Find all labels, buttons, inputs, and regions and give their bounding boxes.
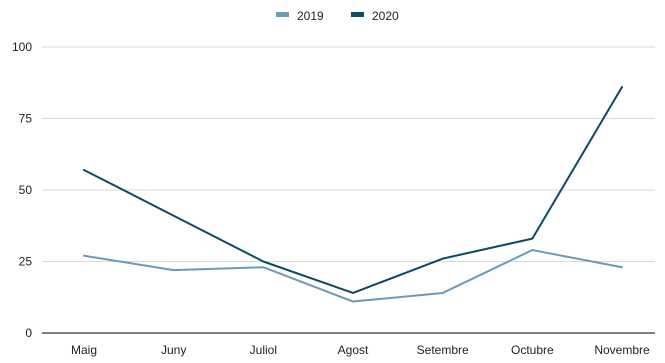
y-axis-ticks: 0 25 50 75 100: [12, 40, 32, 340]
legend-swatch-2020: [351, 12, 364, 17]
series-lines: [83, 86, 623, 303]
legend-label: 2020: [372, 9, 399, 23]
x-tick-label: Octubre: [511, 343, 554, 357]
y-tick-label: 100: [12, 40, 32, 54]
legend-label: 2019: [297, 9, 324, 23]
x-tick-label: Maig: [71, 343, 97, 357]
legend: 2019 2020: [276, 9, 399, 23]
x-tick-label: Agost: [338, 343, 369, 357]
y-tick-label: 0: [25, 326, 32, 340]
x-tick-label: Novembre: [594, 343, 650, 357]
x-tick-label: Juny: [161, 343, 186, 357]
x-tick-label: Juliol: [250, 343, 277, 357]
gridlines: [42, 46, 655, 262]
x-tick-label: Setembre: [417, 343, 469, 357]
y-tick-label: 25: [19, 255, 33, 269]
x-axis-ticks: Maig Juny Juliol Agost Setembre Octubre Novemb…: [71, 343, 650, 357]
legend-swatch-2019: [276, 12, 289, 17]
y-tick-label: 75: [19, 112, 33, 126]
y-tick-label: 50: [19, 183, 33, 197]
